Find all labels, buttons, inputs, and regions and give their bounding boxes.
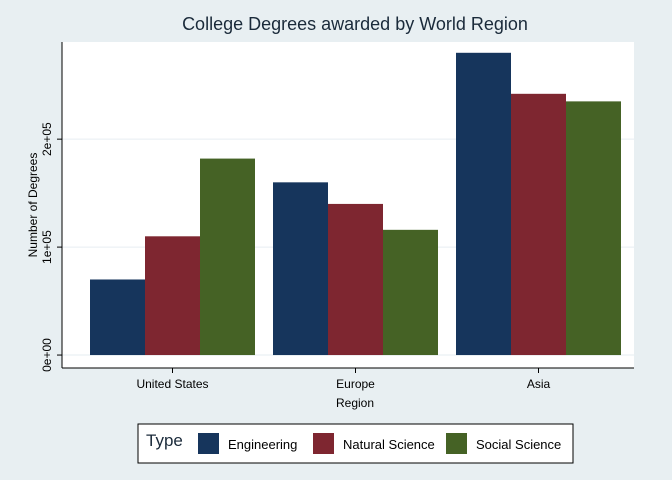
- bar: [383, 229, 438, 356]
- x-axis-title: Region: [336, 396, 374, 410]
- x-tick-label: Asia: [527, 377, 551, 391]
- y-ticks: 0e+00 1e+05 2e+05: [40, 122, 62, 372]
- legend-label: Social Science: [476, 437, 561, 452]
- legend-title: Type: [146, 431, 183, 450]
- legend-items: Engineering Natural Science Social Science: [198, 433, 561, 454]
- x-tick-label: United States: [136, 377, 208, 391]
- bar: [200, 158, 255, 356]
- bar: [566, 101, 621, 356]
- legend-swatch: [313, 433, 334, 454]
- legend-label: Natural Science: [343, 437, 435, 452]
- bar: [511, 93, 566, 356]
- bar: [90, 279, 145, 356]
- bars: [90, 52, 621, 356]
- legend-swatch: [198, 433, 219, 454]
- legend-label: Engineering: [228, 437, 297, 452]
- chart-title: College Degrees awarded by World Region: [182, 14, 528, 34]
- bar: [145, 236, 200, 356]
- y-tick-label: 0e+00: [40, 338, 54, 372]
- legend: Type Engineering Natural Science Social Sc…: [137, 423, 574, 464]
- x-tick-label: Europe: [336, 377, 375, 391]
- legend-swatch: [446, 433, 467, 454]
- y-tick-label: 2e+05: [40, 122, 54, 156]
- y-tick-label: 1e+05: [40, 230, 54, 264]
- bar: [328, 203, 383, 356]
- bar: [456, 52, 511, 356]
- bar: [273, 182, 328, 356]
- x-ticks: United States Europe Asia: [136, 368, 550, 391]
- y-axis-title: Number of Degrees: [26, 153, 40, 258]
